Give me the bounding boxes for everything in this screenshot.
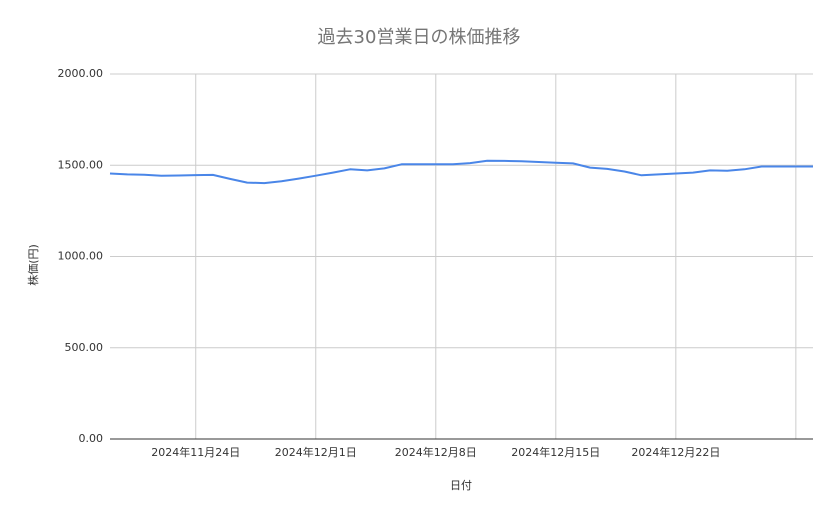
- y-tick-label: 0.00: [79, 432, 104, 445]
- chart-title: 過去30営業日の株価推移: [318, 27, 521, 48]
- y-tick-label: 2000.00: [58, 67, 104, 80]
- y-tick-label: 1500.00: [58, 158, 104, 171]
- x-tick-label: 2024年12月22日: [631, 445, 720, 459]
- x-tick-label: 2024年12月8日: [395, 445, 477, 459]
- x-tick-label: 2024年11月24日: [151, 445, 240, 459]
- y-tick-label: 500.00: [65, 341, 104, 354]
- y-tick-label: 1000.00: [58, 250, 104, 263]
- y-axis-title: 株価(円): [26, 244, 40, 286]
- x-tick-label: 2024年12月1日: [275, 445, 357, 459]
- x-tick-label: 2024年12月15日: [511, 445, 600, 459]
- x-axis-title: 日付: [450, 479, 472, 492]
- price-line: [109, 159, 813, 185]
